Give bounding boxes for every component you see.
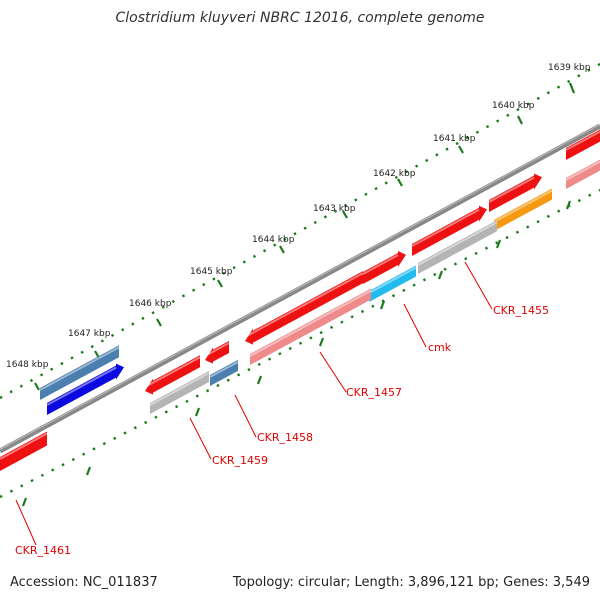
leader-line bbox=[234, 394, 257, 438]
inner-major-tick bbox=[495, 239, 502, 249]
tick-label: 1640 kbp bbox=[492, 101, 535, 111]
gene-cds-gray-2 bbox=[149, 371, 210, 414]
major-tick bbox=[217, 279, 223, 288]
inner-scale-ring bbox=[0, 188, 600, 499]
major-tick bbox=[279, 245, 285, 254]
major-tick bbox=[34, 382, 40, 391]
gene-label: CKR_1458 bbox=[257, 431, 313, 444]
gene-label: CKR_1461 bbox=[15, 544, 71, 557]
major-tick bbox=[342, 210, 348, 219]
genome-summary: Topology: circular; Length: 3,896,121 bp… bbox=[232, 575, 590, 590]
gene-cds-red-5 bbox=[244, 271, 364, 345]
leader-line bbox=[403, 303, 427, 348]
tick-labels: 1639 kbp 1640 kbp 1641 kbp 1642 kbp 1643 kbp… bbox=[6, 63, 591, 370]
major-ticks bbox=[21, 82, 576, 507]
leader-line bbox=[189, 417, 212, 460]
gene-label: CKR_1459 bbox=[212, 454, 268, 467]
inner-major-tick bbox=[379, 300, 386, 310]
gene-label: cmk bbox=[428, 341, 452, 354]
tick-label: 1641 kbp bbox=[433, 134, 476, 144]
tick-label: 1648 kbp bbox=[6, 360, 49, 370]
gene-cds-blue-1 bbox=[46, 363, 124, 415]
gene-cds-red-6 bbox=[204, 340, 230, 364]
tick-label: 1642 kbp bbox=[373, 169, 416, 179]
major-tick bbox=[517, 115, 523, 125]
gene-features bbox=[0, 129, 600, 471]
gene-cds-red-2 bbox=[488, 173, 542, 212]
gene-cds-red-4 bbox=[362, 251, 406, 284]
leader-line bbox=[15, 499, 37, 546]
inner-major-tick bbox=[565, 200, 572, 210]
tick-label: 1639 kbp bbox=[548, 63, 591, 73]
major-tick bbox=[458, 145, 464, 154]
inner-major-tick bbox=[85, 466, 92, 476]
accession-text: Accession: NC_011837 bbox=[10, 575, 158, 590]
tick-label: 1644 kbp bbox=[252, 235, 295, 245]
gene-cds-pink-2 bbox=[249, 288, 372, 365]
tick-label: 1647 kbp bbox=[68, 329, 111, 339]
gene-label: CKR_1457 bbox=[346, 386, 402, 399]
genome-backbone bbox=[0, 123, 600, 454]
inner-major-tick bbox=[194, 407, 201, 417]
leader-line bbox=[464, 261, 493, 310]
major-tick bbox=[397, 178, 403, 187]
gene-cds-pink-1 bbox=[565, 159, 600, 189]
major-tick bbox=[568, 82, 576, 94]
leader-line bbox=[319, 351, 347, 393]
gene-cds-red-8 bbox=[0, 431, 48, 471]
gene-cds-steel-1 bbox=[39, 345, 120, 400]
gene-label: CKR_1455 bbox=[493, 304, 549, 317]
major-tick bbox=[156, 318, 162, 327]
gene-cds-cyan-1 bbox=[368, 265, 417, 302]
gene-leader-lines bbox=[15, 261, 493, 546]
outer-scale-ring bbox=[0, 62, 600, 400]
gene-cds-red-1 bbox=[565, 129, 600, 160]
gene-cds-red-7 bbox=[144, 355, 201, 395]
tick-label: 1646 kbp bbox=[129, 299, 172, 309]
gene-cds-steel-2 bbox=[209, 359, 239, 386]
tick-label: 1645 kbp bbox=[190, 267, 233, 277]
map-title: Clostridium kluyveri NBRC 12016, complet… bbox=[115, 10, 485, 26]
tick-label: 1643 kbp bbox=[313, 204, 356, 214]
inner-major-tick bbox=[318, 337, 325, 347]
inner-major-tick bbox=[21, 497, 28, 507]
inner-major-tick bbox=[437, 270, 444, 280]
gene-cds-gray-1 bbox=[417, 220, 498, 274]
inner-major-tick bbox=[256, 375, 263, 385]
gene-cds-red-3 bbox=[411, 205, 487, 256]
gene-cds-orange-1 bbox=[493, 188, 553, 231]
